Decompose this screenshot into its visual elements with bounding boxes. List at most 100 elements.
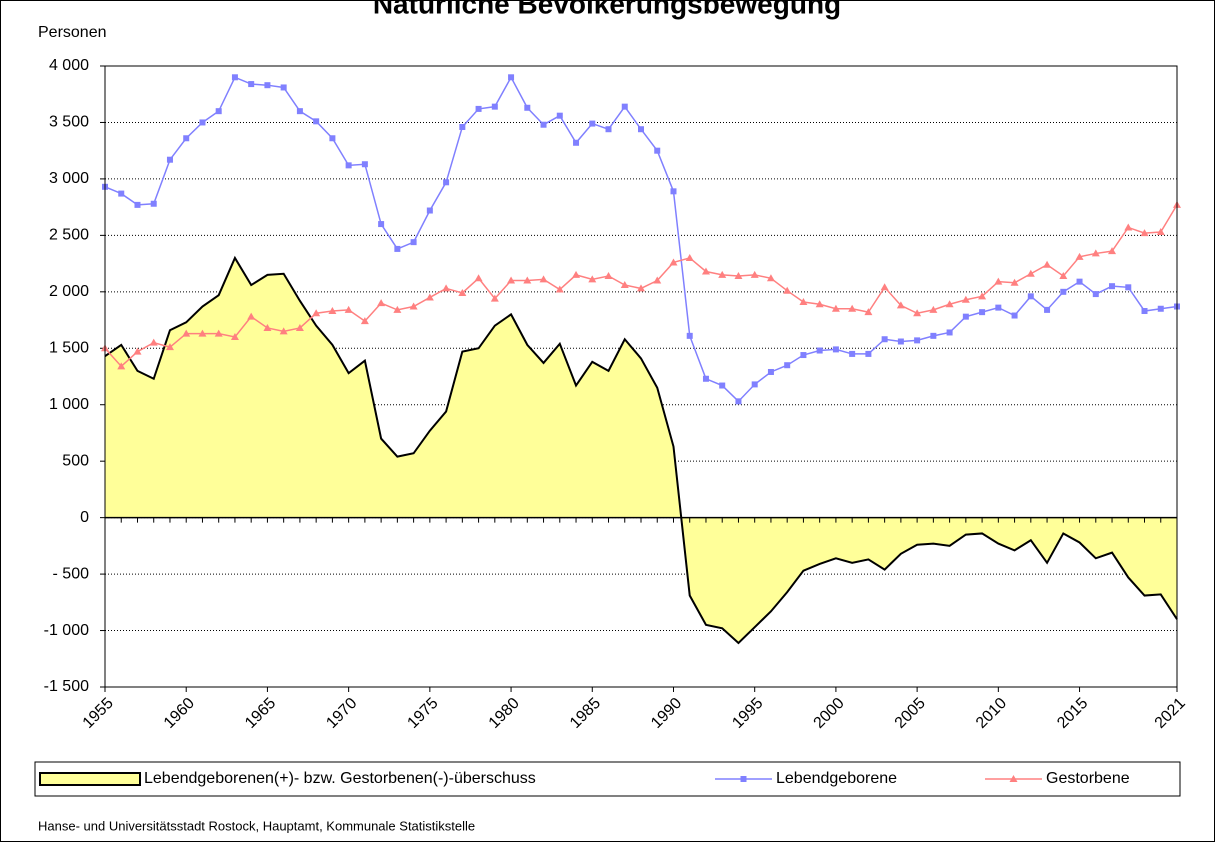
marker	[573, 139, 580, 146]
marker	[718, 270, 727, 278]
marker	[994, 277, 1003, 285]
marker	[149, 338, 158, 346]
marker	[799, 297, 808, 305]
marker	[864, 308, 873, 316]
marker	[117, 362, 126, 370]
marker	[312, 309, 321, 317]
marker	[442, 284, 451, 292]
marker	[165, 343, 174, 351]
marker	[394, 245, 401, 252]
y-tick-label: 1 500	[49, 339, 89, 356]
marker	[426, 207, 433, 214]
marker	[490, 294, 499, 302]
marker	[816, 347, 823, 354]
legend-swatch	[39, 772, 141, 786]
marker	[329, 135, 336, 142]
marker	[734, 272, 743, 280]
marker	[929, 305, 938, 313]
marker	[474, 274, 483, 282]
marker	[215, 108, 222, 115]
marker	[1059, 272, 1068, 280]
marker	[880, 283, 889, 291]
marker	[182, 329, 191, 337]
marker	[961, 295, 970, 303]
y-axis-label: Personen	[38, 24, 107, 41]
marker	[377, 299, 386, 307]
marker	[361, 161, 368, 168]
marker	[1141, 308, 1148, 315]
marker	[605, 126, 612, 133]
marker	[1108, 247, 1117, 255]
marker	[1060, 288, 1067, 295]
marker	[719, 382, 726, 389]
marker	[702, 375, 709, 382]
area-fill	[105, 257, 1177, 643]
marker	[133, 347, 142, 355]
marker	[978, 292, 987, 300]
marker	[1140, 229, 1149, 237]
marker	[962, 313, 969, 320]
marker	[620, 281, 629, 289]
marker	[784, 362, 791, 369]
marker	[264, 82, 271, 89]
marker	[508, 74, 515, 81]
marker	[1109, 283, 1116, 290]
marker	[897, 338, 904, 345]
marker	[183, 135, 190, 142]
marker	[572, 270, 581, 278]
marker	[539, 275, 548, 283]
y-tick-label: 500	[62, 452, 89, 469]
marker	[685, 253, 694, 261]
y-tick-label: 3 500	[49, 114, 89, 131]
y-tick-label: 3 000	[49, 170, 89, 187]
y-tick-label: - 500	[53, 565, 90, 582]
marker	[279, 327, 288, 335]
marker	[410, 239, 417, 246]
legend-label: Gestorbene	[1046, 770, 1130, 787]
marker	[865, 350, 872, 357]
marker	[296, 108, 303, 115]
marker	[507, 276, 516, 284]
marker	[409, 302, 418, 310]
marker	[475, 105, 482, 112]
y-tick-label: 4 000	[49, 57, 89, 74]
marker	[638, 126, 644, 133]
source: Hanse- und Universitätsstadt Rostock, Ha…	[38, 818, 475, 833]
marker	[881, 336, 888, 343]
marker	[150, 200, 157, 207]
marker	[800, 352, 807, 359]
marker	[654, 147, 661, 154]
marker	[248, 81, 255, 88]
marker	[669, 258, 678, 266]
marker	[328, 307, 337, 315]
marker	[686, 332, 693, 339]
marker	[751, 381, 758, 388]
marker	[701, 267, 710, 275]
marker	[1091, 249, 1100, 257]
marker	[199, 119, 206, 126]
marker	[1157, 305, 1164, 312]
marker	[945, 300, 954, 308]
y-tick-label: 1 000	[49, 396, 89, 413]
marker	[604, 272, 613, 280]
y-tick-label: 2 500	[49, 227, 89, 244]
marker	[280, 84, 287, 91]
marker	[995, 304, 1002, 311]
marker	[1124, 223, 1133, 231]
marker	[263, 323, 272, 331]
plot-border	[104, 65, 1178, 688]
marker	[393, 305, 402, 313]
marker	[913, 309, 922, 317]
marker	[1009, 775, 1018, 782]
marker	[783, 286, 792, 294]
marker	[946, 329, 953, 336]
y-tick-label: 2 000	[49, 283, 89, 300]
marker	[930, 332, 937, 339]
y-tick-label: -1 000	[44, 622, 89, 639]
legend-label: Lebendgeborenen(+)- bzw. Gestorbenen(-)-…	[144, 770, 536, 787]
area-line	[104, 255, 1178, 645]
marker	[1156, 227, 1165, 235]
marker	[1011, 312, 1018, 319]
marker	[198, 329, 207, 337]
